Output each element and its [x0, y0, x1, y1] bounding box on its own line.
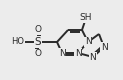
Text: O: O: [34, 50, 41, 58]
Text: N: N: [75, 48, 81, 58]
Text: N: N: [85, 38, 91, 46]
Text: N: N: [90, 52, 96, 62]
Text: O: O: [34, 26, 41, 34]
Text: N: N: [101, 42, 107, 52]
Text: SH: SH: [80, 14, 92, 22]
Text: N: N: [59, 48, 65, 58]
Text: S: S: [35, 37, 41, 47]
Text: HO: HO: [11, 38, 24, 46]
